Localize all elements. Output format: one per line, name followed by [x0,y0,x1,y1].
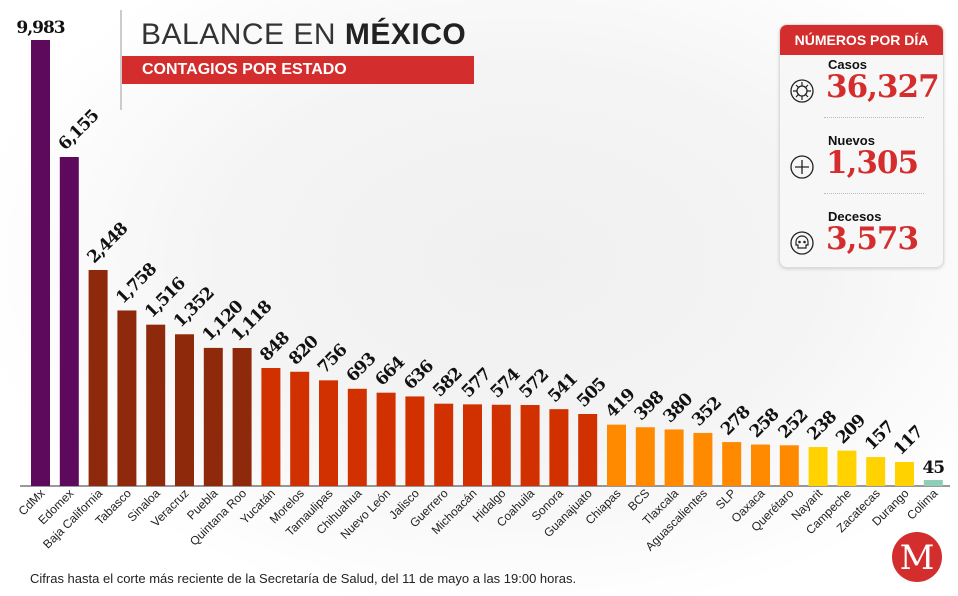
bar [261,368,281,486]
value-label: 380 [659,389,697,427]
value-label: 398 [631,388,668,425]
bar [779,445,799,486]
value-label: 9,983 [16,18,64,38]
category-label: Colima [904,486,941,523]
bar [319,380,338,486]
title-light: BALANCE EN [141,18,337,51]
value-label: 252 [775,406,812,443]
bar [434,403,454,486]
bar [578,414,598,486]
bar [607,424,626,486]
bar [232,348,252,486]
bar [405,396,425,486]
separator [824,193,924,194]
bar [347,388,367,486]
bar [203,347,223,486]
stat-casos: Casos 36,327 [780,57,943,127]
bar [376,392,396,486]
daily-numbers-panel: NÚMEROS POR DÍA Casos 36,327 Nuevos 1,30… [779,24,944,268]
divider [120,10,122,110]
value-label: 848 [256,328,293,365]
bar [290,371,310,486]
stat-value: 3,573 [826,221,919,257]
stat-value: 36,327 [826,69,940,105]
milenio-logo: M [892,532,942,582]
value-label: 572 [515,365,552,402]
bar [88,270,108,486]
value-label: 258 [746,405,783,442]
bar [520,405,540,486]
bar [31,40,50,486]
value-label: 574 [487,364,525,402]
bar [463,404,482,486]
stat-label: Nuevos [828,133,875,148]
bar [59,157,79,486]
value-label: 577 [458,365,495,402]
stat-label: Casos [828,57,868,72]
bar [491,404,511,486]
stat-value: 1,305 [826,145,919,181]
panel-title: NÚMEROS POR DÍA [780,25,943,55]
plus-icon [790,155,814,179]
value-label: 117 [890,422,927,459]
footnote: Cifras hasta el corte más reciente de la… [30,571,577,586]
bar [895,462,914,486]
stat-label: Decesos [828,209,882,224]
bar [808,447,828,486]
bar [175,334,194,486]
title-bold: MÉXICO [344,18,467,51]
page-title: BALANCE EN MÉXICO [141,18,466,52]
value-label: 238 [803,407,840,444]
bar [635,427,655,486]
bar [866,457,886,486]
separator [824,117,924,118]
bar [722,442,742,486]
bar [549,409,569,486]
bar [146,324,166,486]
stat-nuevos: Nuevos 1,305 [780,133,943,203]
bar [117,310,137,486]
bar [837,450,857,486]
stat-decesos: Decesos 3,573 [780,209,943,267]
value-label: 6,155 [55,106,103,154]
value-label: 45 [922,458,944,478]
bar [664,429,684,486]
value-label: 2,448 [83,219,131,267]
subtitle: CONTAGIOS POR ESTADO [122,56,474,84]
virus-icon [790,79,814,103]
bar [751,444,770,486]
skull-icon [790,231,814,255]
bar [693,432,713,486]
bar [923,480,943,486]
